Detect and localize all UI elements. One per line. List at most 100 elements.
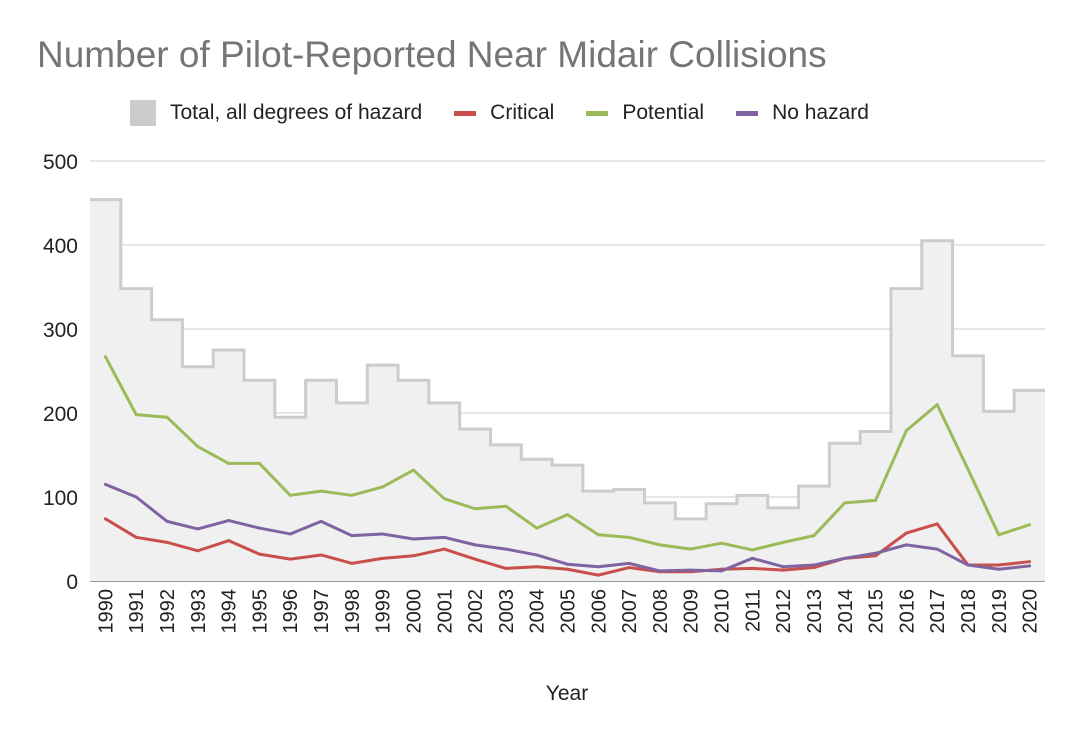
data-point xyxy=(566,567,569,571)
data-point xyxy=(381,556,385,560)
data-point xyxy=(196,527,200,531)
x-tick-label: 2000 xyxy=(403,589,425,634)
data-point xyxy=(411,554,415,558)
legend-swatch xyxy=(130,100,156,126)
data-point xyxy=(134,413,138,417)
legend-swatch xyxy=(736,110,759,116)
y-tick-label: 200 xyxy=(43,403,78,426)
data-point xyxy=(165,415,169,419)
x-tick-label: 2010 xyxy=(712,589,734,634)
data-point xyxy=(627,566,631,570)
x-tick-label: 1990 xyxy=(95,589,117,634)
data-point xyxy=(843,556,847,560)
data-point xyxy=(812,534,816,538)
legend-label: Potential xyxy=(622,101,705,124)
data-point xyxy=(781,568,785,572)
legend-item-potential[interactable]: Potential xyxy=(586,100,704,126)
data-point xyxy=(812,566,816,570)
x-tick-label: 1998 xyxy=(342,589,364,634)
data-point xyxy=(596,573,600,577)
data-point xyxy=(442,535,446,539)
data-point xyxy=(196,549,200,553)
data-point xyxy=(442,497,446,501)
data-point xyxy=(288,493,292,497)
x-tick-label: 1999 xyxy=(373,589,395,634)
legend-item-critical[interactable]: Critical xyxy=(454,100,554,126)
data-point xyxy=(350,561,354,565)
data-point xyxy=(1028,564,1032,568)
x-tick-label: 2006 xyxy=(588,589,610,634)
data-point xyxy=(935,403,939,407)
data-point xyxy=(535,565,539,569)
legend-label: Critical xyxy=(490,101,555,124)
data-point xyxy=(319,553,323,557)
data-point xyxy=(997,533,1001,537)
data-point xyxy=(504,547,508,551)
x-tick-label: 2001 xyxy=(434,589,456,634)
x-tick-label: 2016 xyxy=(896,589,918,634)
x-tick-label: 2008 xyxy=(650,589,672,634)
data-point xyxy=(874,551,878,555)
data-point xyxy=(319,519,323,523)
data-point xyxy=(411,468,415,472)
data-point xyxy=(566,562,569,566)
legend-item-no-hazard[interactable]: No hazard xyxy=(736,100,869,126)
data-point xyxy=(781,540,785,544)
data-point xyxy=(1028,560,1032,564)
data-point xyxy=(566,513,569,517)
data-point xyxy=(134,535,138,539)
data-point xyxy=(227,461,231,465)
x-tick-label: 1993 xyxy=(188,589,210,634)
data-point xyxy=(381,485,385,489)
data-point xyxy=(227,519,231,523)
data-point xyxy=(288,532,292,536)
data-point xyxy=(473,543,477,547)
data-point xyxy=(904,429,908,433)
x-tick-label: 2009 xyxy=(681,589,703,634)
legend-swatch xyxy=(586,110,609,116)
data-point xyxy=(966,563,970,567)
data-point xyxy=(750,548,754,552)
y-tick-label: 300 xyxy=(43,319,78,342)
data-point xyxy=(288,557,292,561)
data-point xyxy=(1028,523,1032,527)
x-tick-label: 1996 xyxy=(280,589,302,634)
legend: Total, all degrees of hazard Critical Po… xyxy=(130,100,901,126)
data-point xyxy=(381,532,385,536)
x-tick-label: 2004 xyxy=(527,589,549,634)
legend-label: Total, all degrees of hazard xyxy=(170,101,423,124)
x-tick-label: 2019 xyxy=(989,589,1011,634)
data-point xyxy=(165,540,169,544)
x-tick-label: 2007 xyxy=(619,589,641,634)
data-point xyxy=(504,566,508,570)
data-point xyxy=(350,493,354,497)
data-point xyxy=(535,553,539,557)
data-point xyxy=(504,504,508,508)
total-step-line xyxy=(90,198,1045,521)
data-point xyxy=(750,566,754,570)
y-tick-label: 0 xyxy=(66,571,78,594)
chart-title: Number of Pilot-Reported Near Midair Col… xyxy=(37,34,827,75)
x-tick-label: 2018 xyxy=(958,589,980,634)
legend-label: No hazard xyxy=(772,101,869,124)
data-point xyxy=(997,567,1001,571)
data-point xyxy=(689,547,693,551)
data-point xyxy=(442,547,446,551)
x-tick-label: 1992 xyxy=(157,589,179,634)
x-tick-label: 1991 xyxy=(126,589,148,634)
data-point xyxy=(596,565,600,569)
data-point xyxy=(596,533,600,537)
data-point xyxy=(535,526,539,530)
data-point xyxy=(874,554,878,558)
data-point xyxy=(257,526,261,530)
data-point xyxy=(781,565,785,569)
data-point xyxy=(103,482,107,486)
legend-item-total[interactable]: Total, all degrees of hazard xyxy=(130,100,422,126)
y-tick-label: 400 xyxy=(43,235,78,258)
x-tick-label: 1995 xyxy=(249,589,271,634)
data-point xyxy=(411,537,415,541)
data-point xyxy=(689,568,693,572)
data-point xyxy=(874,498,878,502)
data-point xyxy=(103,355,107,359)
x-tick-label: 2020 xyxy=(1020,589,1042,634)
